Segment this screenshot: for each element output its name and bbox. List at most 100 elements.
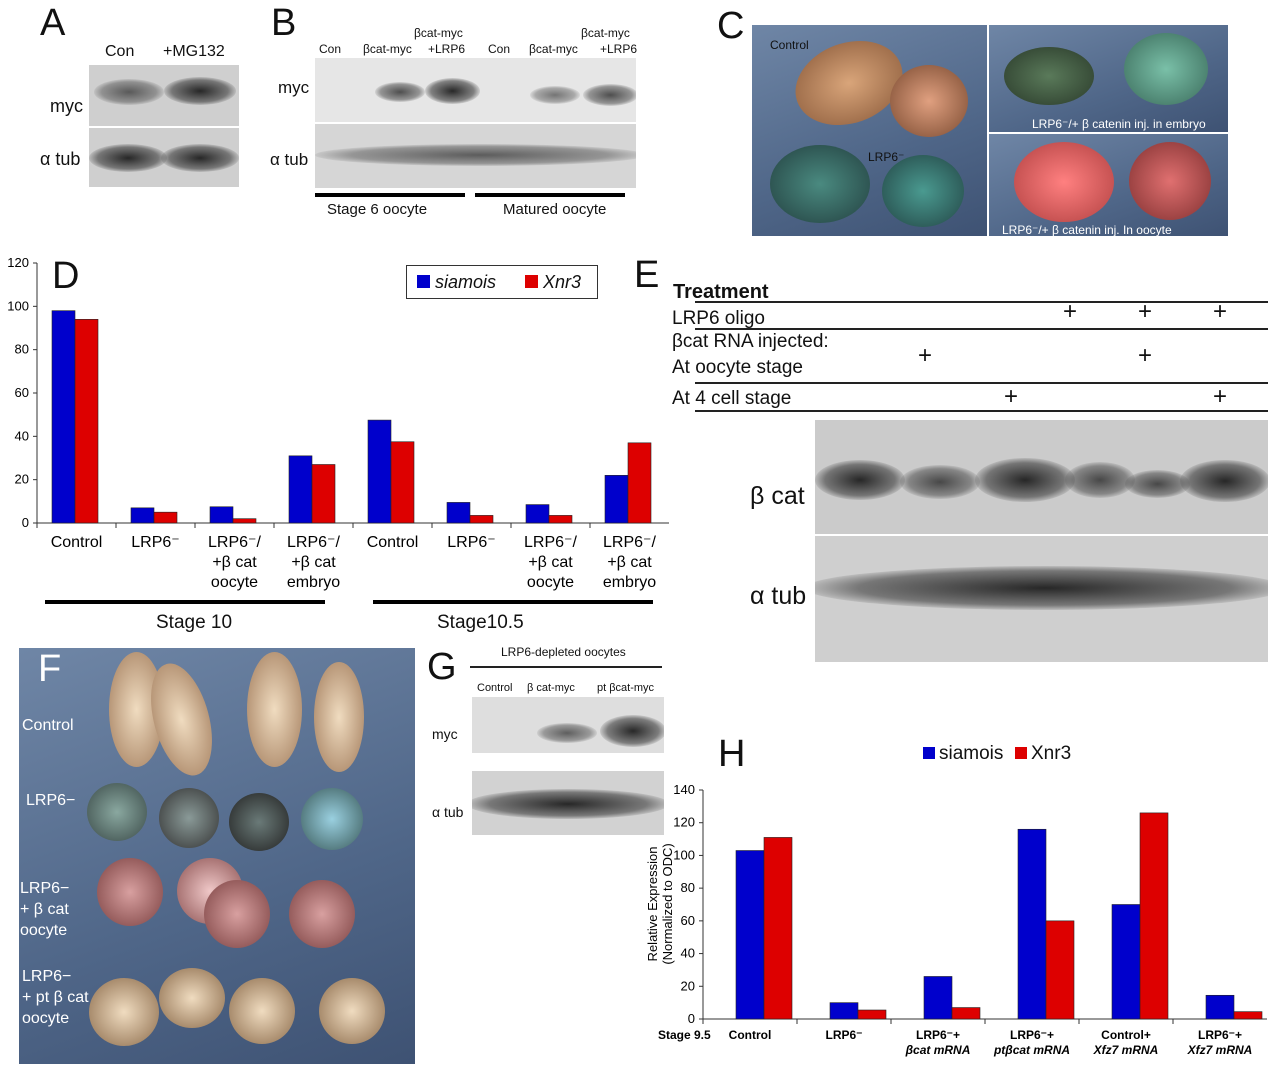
y-tick-label: 60 xyxy=(15,385,29,400)
x-category-label: LRP6⁻ xyxy=(825,1028,862,1042)
y-tick-label: 20 xyxy=(681,978,695,993)
chart-d: 0 20 40 60 80 100 120 Control LRP6⁻ LRP6⁻/ +β cat o… xyxy=(7,255,669,591)
divider xyxy=(695,410,1268,412)
x-category-label: LRP6⁻/ xyxy=(524,534,577,551)
y-axis-title: (Normalized to ODC) xyxy=(660,843,675,964)
x-category-label: ptβcat mRNA xyxy=(993,1043,1070,1057)
col-label: βcat-myc xyxy=(363,42,412,56)
x-category-label: +β cat xyxy=(212,554,257,571)
y-tick-label: 0 xyxy=(22,515,29,530)
y-tick-label: 140 xyxy=(673,782,695,797)
x-category-label: +β cat xyxy=(291,554,336,571)
western-blot-myc xyxy=(89,65,239,126)
bar-siamois xyxy=(735,850,765,1020)
panel-g-title: LRP6-depleted oocytes xyxy=(501,645,626,659)
x-axis-prefix: Stage 9.5 xyxy=(658,1028,711,1042)
panel-e-letter: E xyxy=(634,254,660,296)
x-category-label: LRP6⁻/ xyxy=(287,534,340,551)
panel-f-letter: F xyxy=(38,648,62,690)
col-label: Con xyxy=(319,42,342,56)
photo-label: Control xyxy=(22,717,74,734)
x-category-label: oocyte xyxy=(527,574,574,591)
treatment-mark: + xyxy=(918,342,933,369)
bar-siamois xyxy=(525,504,550,524)
x-category-label: embryo xyxy=(603,574,656,591)
x-category-label: Xfz7 mRNA xyxy=(1187,1043,1253,1057)
y-tick-label: 120 xyxy=(7,255,29,270)
x-category-label: Control xyxy=(51,534,103,551)
photo-label: LRP6− + pt β cat oocyte xyxy=(22,968,89,1027)
western-blot-tubulin xyxy=(815,536,1268,662)
col-label: β cat-myc xyxy=(527,682,575,694)
divider xyxy=(695,301,1268,303)
x-category-label: +β cat xyxy=(528,554,573,571)
western-blot-beta-catenin xyxy=(815,420,1268,534)
bar-xnr3 xyxy=(951,1007,981,1020)
group-label: Stage 6 oocyte xyxy=(327,201,428,218)
row-label: α tub xyxy=(432,804,464,820)
table-header: Treatment xyxy=(673,281,769,303)
stage-bar xyxy=(373,600,653,604)
y-tick-label: 40 xyxy=(681,946,695,961)
row-label: α tub xyxy=(270,150,309,169)
x-category-label: Control xyxy=(367,534,419,551)
row-label: βcat RNA injected: xyxy=(672,331,829,352)
x-category-label: LRP6⁻ xyxy=(447,534,495,551)
y-tick-label: 80 xyxy=(15,342,29,357)
divider xyxy=(695,382,1268,384)
bar-xnr3 xyxy=(153,511,178,524)
row-label: myc xyxy=(50,96,83,116)
treatment-mark: + xyxy=(1004,383,1019,410)
panel-b-letter: B xyxy=(271,2,297,44)
bar-siamois xyxy=(604,475,629,524)
row-label: LRP6 oligo xyxy=(672,308,765,329)
col-label: Con xyxy=(105,43,135,60)
photo-label: LRP6⁻ xyxy=(868,150,905,164)
x-category-label: Control+ xyxy=(1101,1028,1151,1042)
panel-d-letter: D xyxy=(52,255,80,297)
western-blot-tubulin xyxy=(315,124,636,188)
embryo-photo: Control LRP6⁻ xyxy=(752,25,987,236)
legend-label: siamois xyxy=(435,272,497,292)
embryo-photo: LRP6⁻/+ β catenin inj. In oocyte xyxy=(989,134,1228,236)
embryo-photo: LRP6⁻/+ β catenin inj. in embryo xyxy=(989,25,1228,132)
photo-label: LRP6− xyxy=(26,792,76,809)
bar-siamois xyxy=(1205,994,1235,1020)
bar-siamois xyxy=(1017,828,1047,1020)
group-bar xyxy=(475,193,625,197)
x-category-label: LRP6⁻+ xyxy=(916,1028,960,1042)
legend-label: Xnr3 xyxy=(1031,743,1072,764)
y-tick-label: 100 xyxy=(7,298,29,313)
col-label: βcat-myc xyxy=(529,42,578,56)
legend-swatch-siamois xyxy=(923,747,935,759)
legend-swatch-xnr3 xyxy=(525,275,538,288)
col-label: pt βcat-myc xyxy=(597,682,655,694)
x-category-label: LRP6⁻/ xyxy=(603,534,656,551)
col-label: Con xyxy=(488,42,511,56)
panel-h-letter: H xyxy=(718,733,746,775)
photo-label: LRP6⁻/+ β catenin inj. In oocyte xyxy=(1002,223,1172,236)
panel-a-letter: A xyxy=(40,2,66,44)
bar-xnr3 xyxy=(1045,920,1075,1020)
bar-siamois xyxy=(209,506,234,524)
treatment-mark: + xyxy=(1063,298,1078,325)
col-label: βcat-myc xyxy=(414,26,463,40)
x-category-label: oocyte xyxy=(211,574,258,591)
bar-siamois xyxy=(1111,904,1141,1020)
western-blot-tubulin xyxy=(89,128,239,187)
row-label: myc xyxy=(432,726,458,742)
y-tick-label: 0 xyxy=(688,1011,695,1026)
x-category-label: LRP6⁻/ xyxy=(208,534,261,551)
legend-d: siamois Xnr3 xyxy=(406,265,598,299)
bar-xnr3 xyxy=(1233,1011,1263,1020)
row-label: At 4 cell stage xyxy=(672,388,792,409)
treatment-mark: + xyxy=(1138,342,1153,369)
x-category-label: Xfz7 mRNA xyxy=(1093,1043,1159,1057)
western-blot-myc xyxy=(472,697,664,753)
stage-bar xyxy=(45,600,325,604)
bar-siamois xyxy=(446,502,471,524)
bar-xnr3 xyxy=(857,1009,887,1020)
x-category-label: embryo xyxy=(287,574,340,591)
